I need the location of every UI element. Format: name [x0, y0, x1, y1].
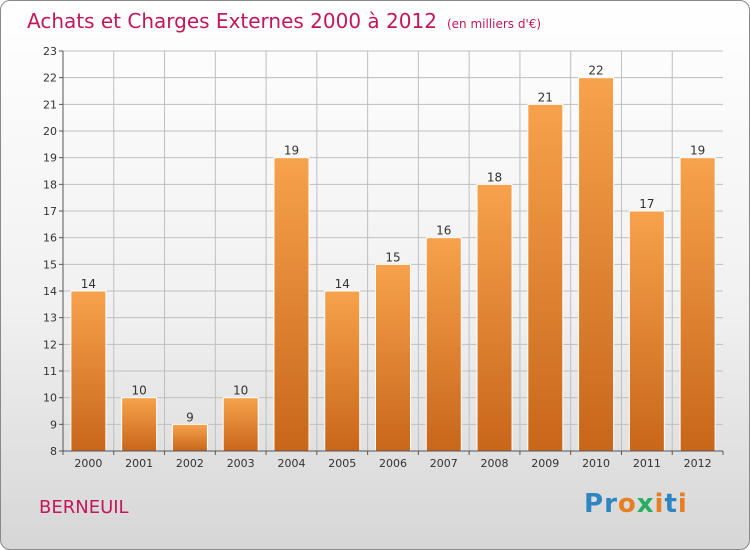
y-tick-label: 8: [50, 445, 57, 458]
logo-letter: t: [664, 489, 678, 519]
bar-value-label: 14: [81, 277, 96, 291]
bar-2010[interactable]: [578, 77, 615, 452]
bar-2008[interactable]: [476, 183, 513, 452]
chart-title-text: Achats et Charges Externes 2000 à 2012: [27, 9, 437, 33]
y-tick-label: 22: [43, 72, 57, 85]
chart-title: Achats et Charges Externes 2000 à 2012 (e…: [27, 9, 541, 33]
proxiti-logo[interactable]: Proxiti: [584, 489, 688, 519]
bar-2005[interactable]: [324, 290, 361, 452]
y-tick-label: 19: [43, 152, 57, 165]
x-tick-label: 2011: [633, 457, 661, 470]
y-tick-label: 21: [43, 98, 57, 111]
bar-2003[interactable]: [222, 397, 259, 452]
place-name: BERNEUIL: [39, 497, 129, 518]
bar-2006[interactable]: [375, 263, 411, 452]
bar-value-label: 18: [487, 170, 502, 184]
y-tick-label: 17: [43, 205, 57, 218]
bar-value-label: 9: [186, 410, 194, 424]
bar-2012[interactable]: [679, 157, 716, 452]
logo-letter: o: [617, 489, 637, 519]
x-tick-label: 2000: [74, 457, 102, 470]
bar-value-label: 10: [132, 384, 147, 398]
x-tick-label: 2006: [379, 457, 407, 470]
x-tick-label: 2001: [125, 457, 153, 470]
bar-value-label: 16: [436, 224, 451, 238]
logo-letter: x: [636, 489, 655, 519]
chart-subtitle: (en milliers d'€): [446, 17, 542, 31]
y-tick-label: 23: [43, 45, 57, 58]
x-tick-label: 2012: [684, 457, 712, 470]
logo-letter: r: [604, 489, 618, 519]
bars: [70, 77, 716, 452]
y-tick-label: 12: [43, 338, 57, 351]
bar-2000[interactable]: [70, 290, 107, 452]
bar-2001[interactable]: [121, 397, 158, 452]
x-tick-label: 2009: [531, 457, 559, 470]
y-tick-label: 10: [43, 392, 57, 405]
bar-2002[interactable]: [171, 423, 208, 452]
y-tick-label: 13: [43, 312, 57, 325]
bar-2007[interactable]: [425, 237, 462, 452]
logo-letter: P: [584, 489, 605, 519]
axes: 8 9 10 11 12 13 14 15 16 17 18 19 20 21 22 23 2000 2001 20…: [43, 45, 724, 470]
y-tick-label: 20: [43, 125, 57, 138]
y-tick-label: 15: [43, 258, 57, 271]
x-tick-label: 2002: [176, 457, 204, 470]
bar-2011[interactable]: [628, 210, 665, 452]
y-tick-label: 16: [43, 232, 57, 245]
x-tick-label: 2007: [430, 457, 458, 470]
x-tick-label: 2005: [328, 457, 356, 470]
x-tick-label: 2008: [481, 457, 509, 470]
data-labels: 14 10 9 10 19 14 15 16 18 21 22 17 19: [81, 64, 706, 425]
bar-value-label: 14: [335, 277, 350, 291]
bar-2004[interactable]: [273, 157, 310, 452]
bar-value-label: 10: [233, 384, 248, 398]
bar-value-label: 22: [588, 64, 603, 78]
bar-value-label: 15: [385, 250, 400, 264]
bar-value-label: 19: [284, 144, 299, 158]
y-tick-label: 11: [43, 365, 57, 378]
logo-letter: i: [677, 489, 688, 519]
y-tick-label: 14: [43, 285, 57, 298]
x-tick-label: 2003: [227, 457, 255, 470]
y-tick-label: 9: [50, 418, 57, 431]
bar-value-label: 21: [538, 90, 553, 104]
bar-2009[interactable]: [527, 103, 564, 452]
logo-letter: i: [654, 489, 665, 519]
x-tick-label: 2004: [277, 457, 305, 470]
bar-value-label: 17: [639, 197, 654, 211]
y-tick-label: 18: [43, 178, 57, 191]
bar-value-label: 19: [690, 144, 705, 158]
x-tick-label: 2010: [582, 457, 610, 470]
